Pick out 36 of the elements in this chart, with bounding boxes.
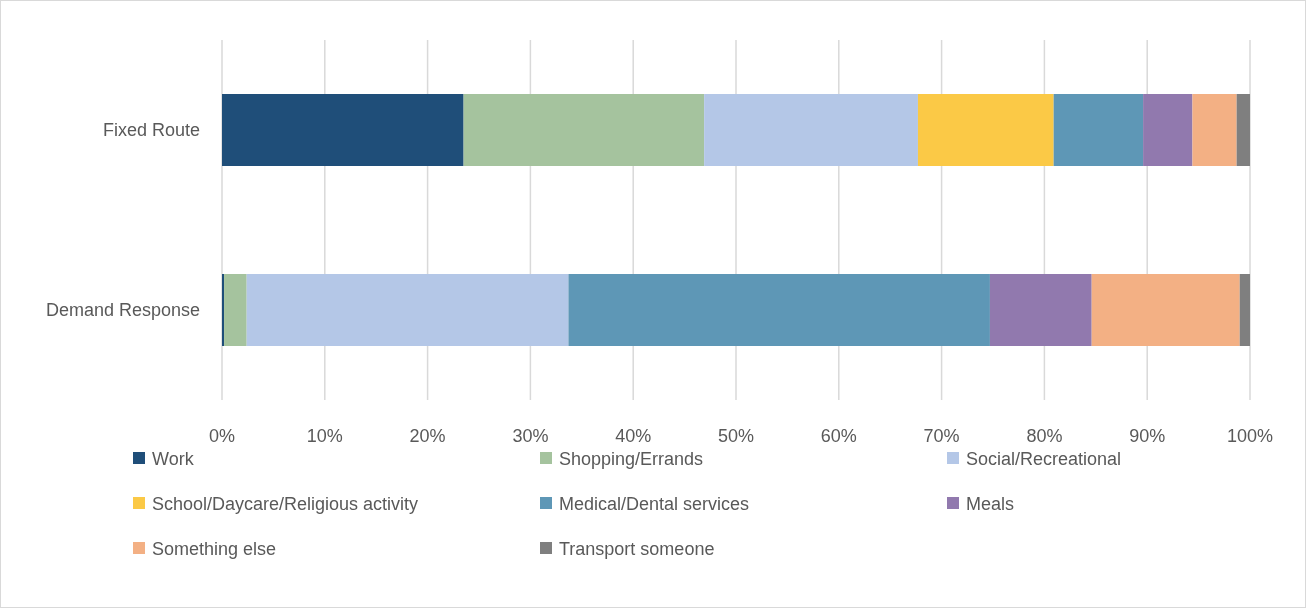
x-tick-label: 50% xyxy=(717,426,755,446)
bar xyxy=(222,274,225,346)
x-tick-label: 70% xyxy=(923,426,960,446)
bar xyxy=(704,94,918,166)
bar xyxy=(568,274,990,346)
legend-label: Social/Recreational xyxy=(966,449,1122,469)
y-tick-label: Fixed Route xyxy=(102,120,200,140)
x-tick-label: 20% xyxy=(409,426,446,446)
bar xyxy=(1053,94,1144,166)
x-tick-label: 0% xyxy=(208,426,236,446)
bar xyxy=(1239,274,1250,346)
bar xyxy=(1091,274,1240,346)
bar xyxy=(246,274,569,346)
legend-label: Shopping/Errands xyxy=(559,449,704,469)
legend-label: Transport someone xyxy=(559,539,715,559)
bar xyxy=(463,94,705,166)
x-tick-label: 30% xyxy=(512,426,549,446)
bar xyxy=(989,274,1092,346)
legend-label: Meals xyxy=(966,494,1015,514)
x-tick-label: 90% xyxy=(1129,426,1166,446)
bar xyxy=(917,94,1054,166)
legend-label: School/Daycare/Religious activity xyxy=(152,494,419,514)
x-tick-label: 60% xyxy=(820,426,857,446)
legend-label: Medical/Dental services xyxy=(559,494,750,514)
x-tick-label: 80% xyxy=(1026,426,1063,446)
bar xyxy=(222,94,464,166)
y-tick-label: Demand Response xyxy=(45,300,200,320)
x-tick-label: 10% xyxy=(306,426,343,446)
bar xyxy=(1192,94,1237,166)
bar xyxy=(1143,94,1193,166)
x-tick-label: 40% xyxy=(615,426,652,446)
x-tick-label: 100% xyxy=(1226,426,1274,446)
bar xyxy=(1236,94,1250,166)
legend-label: Something else xyxy=(152,539,277,559)
bar xyxy=(224,274,247,346)
legend-label: Work xyxy=(152,449,195,469)
